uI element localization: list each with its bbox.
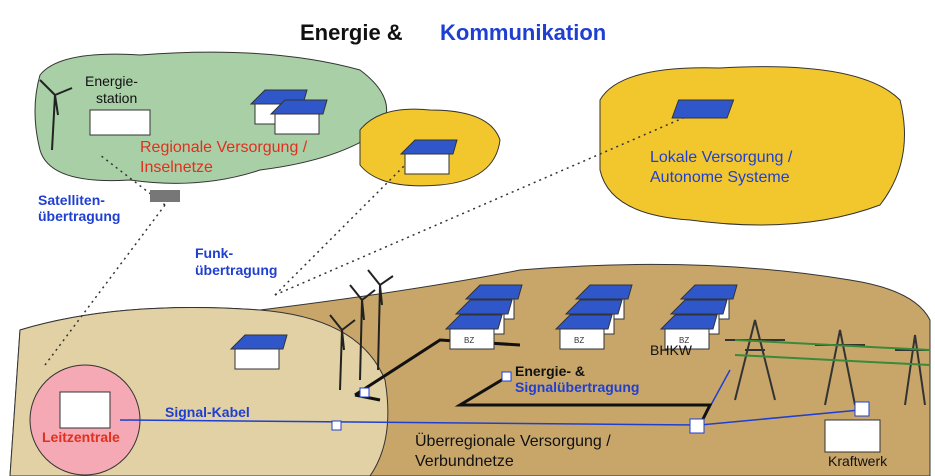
title-part1: Energie & [300, 20, 403, 45]
house-wall [235, 349, 279, 369]
radio-label: übertragung [195, 262, 277, 278]
solar-panel [672, 100, 734, 118]
local-label: Lokale Versorgung / [650, 149, 793, 166]
island-local [600, 67, 905, 225]
control-label: Leitzentrale [42, 429, 120, 445]
radio-label: Funk- [195, 245, 233, 261]
satellite-label: Satelliten- [38, 192, 105, 208]
local-label: Autonome Systeme [650, 169, 790, 186]
control-monitor [60, 392, 110, 428]
transfer-label: Energie- & [515, 363, 585, 379]
bhkw-label: BHKW [650, 342, 693, 358]
satellite [150, 190, 180, 202]
bz-label: BZ [574, 336, 584, 345]
overregional-label: Überregionale Versorgung / [415, 432, 611, 450]
energy-station [90, 110, 150, 135]
house-wall [405, 154, 449, 174]
power-plant [825, 420, 880, 452]
transfer-label: Signalübertragung [515, 379, 639, 395]
plant-label: Kraftwerk [828, 453, 888, 469]
satellite-label: übertragung [38, 208, 120, 224]
station-label: station [96, 90, 137, 106]
overregional-label: Verbundnetze [415, 453, 514, 470]
regional-label: Inselnetze [140, 159, 213, 176]
diagram: BZBZBZ Energie & Kommunikation Energie- … [0, 0, 935, 476]
bz-label: BZ [464, 336, 474, 345]
regional-label: Regionale Versorgung / [140, 139, 308, 156]
cable-label: Signal-Kabel [165, 404, 250, 420]
house-wall [275, 114, 319, 134]
station-label: Energie- [85, 73, 138, 89]
title-part2: Kommunikation [440, 20, 606, 45]
